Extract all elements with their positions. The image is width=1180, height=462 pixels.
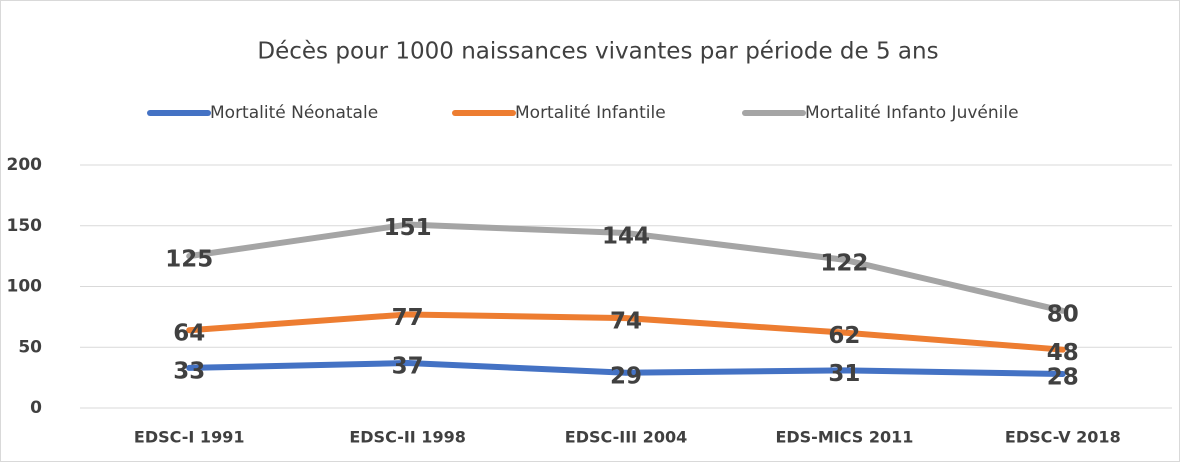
series-line	[186, 311, 1066, 353]
x-tick-label: EDSC-I 1991	[134, 428, 245, 447]
y-tick-label: 200	[7, 155, 43, 175]
data-label: 77	[392, 305, 424, 331]
y-tick-label: 100	[7, 277, 43, 297]
chart-title: Décès pour 1000 naissances vivantes par …	[257, 39, 938, 65]
x-tick-label: EDSC-V 2018	[1005, 428, 1121, 447]
data-label: 48	[1047, 340, 1079, 366]
data-label: 122	[820, 250, 868, 276]
data-label: 37	[392, 354, 424, 380]
y-tick-label: 50	[18, 337, 42, 357]
data-label: 144	[602, 224, 650, 250]
data-label: 80	[1047, 301, 1079, 327]
x-tick-label: EDSC-III 2004	[565, 428, 687, 447]
y-tick-label: 150	[7, 216, 43, 236]
data-label: 31	[828, 361, 860, 387]
data-label: 74	[610, 309, 642, 335]
legend-label: Mortalité Infanto Juvénile	[805, 103, 1019, 123]
data-label: 151	[384, 215, 432, 241]
data-label: 62	[828, 323, 860, 349]
y-tick-label: 0	[30, 398, 42, 418]
x-tick-label: EDSC-II 1998	[349, 428, 466, 447]
series-line	[186, 360, 1066, 377]
legend-label: Mortalité Infantile	[515, 103, 666, 123]
x-tick-label: EDS-MICS 2011	[775, 428, 913, 447]
data-label: 33	[173, 358, 205, 384]
data-label: 28	[1047, 364, 1079, 390]
data-label: 29	[610, 363, 642, 389]
series-line	[186, 221, 1066, 314]
legend-label: Mortalité Néonatale	[210, 103, 378, 123]
data-label: 125	[165, 247, 213, 273]
data-label: 64	[173, 321, 205, 347]
